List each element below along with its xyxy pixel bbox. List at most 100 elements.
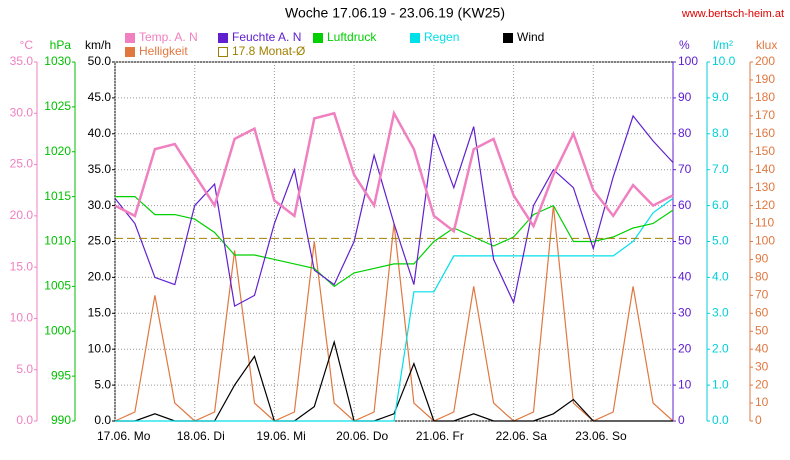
- legend-label: Temp. A. N: [139, 30, 198, 44]
- y-tick-label: 20.0: [88, 270, 112, 284]
- y-tick-label: 80: [755, 270, 769, 284]
- chart-title: Woche 17.06.19 - 23.06.19 (KW25): [285, 5, 505, 21]
- y-tick-label: 1010: [44, 234, 71, 248]
- series-line: [114, 114, 674, 308]
- y-tick-label: 25.0: [10, 157, 34, 171]
- y-tick-label: 15.0: [10, 259, 34, 273]
- y-tick-label: 0: [678, 413, 685, 427]
- y-tick-label: 180: [755, 90, 775, 104]
- y-tick-label: 70: [755, 288, 769, 302]
- y-tick-label: 170: [755, 108, 775, 122]
- legend-label: 17.8 Monat-Ø: [232, 44, 305, 58]
- legend-swatch: [218, 33, 228, 43]
- y-tick-label: 0: [755, 413, 762, 427]
- y-tick-label: 8.0: [712, 126, 729, 140]
- y-tick-label: 1030: [44, 54, 71, 68]
- y-tick-label: 60: [755, 305, 769, 319]
- y-tick-label: 160: [755, 126, 775, 140]
- y-tick-label: 6.0: [712, 198, 729, 212]
- y-tick-label: 990: [51, 413, 71, 427]
- y-tick-label: 0.0: [16, 413, 33, 427]
- y-tick-label: 30: [755, 359, 769, 373]
- legend-swatch: [410, 33, 420, 43]
- axis-unit: °C: [20, 38, 34, 52]
- legend-label: Helligkeit: [139, 44, 188, 58]
- y-tick-label: 1025: [44, 99, 71, 113]
- y-tick-label: 70: [678, 162, 692, 176]
- y-tick-label: 10: [678, 377, 692, 391]
- y-tick-label: 1.0: [712, 377, 729, 391]
- y-tick-label: 45.0: [88, 90, 112, 104]
- axis-unit: %: [679, 38, 690, 52]
- y-tick-label: 5.0: [16, 362, 33, 376]
- y-tick-label: 100: [755, 234, 775, 248]
- y-tick-label: 25.0: [88, 234, 112, 248]
- y-tick-label: 90: [755, 252, 769, 266]
- legend-swatch: [313, 33, 323, 43]
- y-tick-label: 20: [755, 377, 769, 391]
- y-tick-label: 80: [678, 126, 692, 140]
- y-tick-label: 20.0: [10, 208, 34, 222]
- y-tick-label: 50: [755, 323, 769, 337]
- y-tick-label: 110: [755, 216, 774, 230]
- x-tick-label: 19.06. Mi: [256, 429, 305, 443]
- y-tick-label: 30.0: [10, 105, 34, 119]
- y-tick-label: 40: [678, 270, 692, 284]
- series-line: [114, 109, 674, 234]
- y-tick-label: 190: [755, 72, 775, 86]
- y-tick-label: 7.0: [712, 162, 729, 176]
- y-tick-label: 50.0: [88, 54, 112, 68]
- y-tick-label: 995: [51, 368, 71, 382]
- legend-label: Luftdruck: [327, 30, 377, 44]
- y-tick-label: 35.0: [88, 162, 112, 176]
- y-tick-label: 5.0: [712, 234, 729, 248]
- legend-swatch: [125, 47, 135, 57]
- y-tick-label: 30.0: [88, 198, 112, 212]
- y-tick-label: 20: [678, 341, 692, 355]
- y-tick-label: 5.0: [94, 377, 111, 391]
- y-tick-label: 35.0: [10, 54, 34, 68]
- legend-swatch: [503, 33, 513, 43]
- y-tick-label: 0.0: [94, 413, 111, 427]
- y-tick-label: 90: [678, 90, 692, 104]
- y-tick-label: 9.0: [712, 90, 729, 104]
- y-tick-label: 40.0: [88, 126, 112, 140]
- y-tick-label: 10.0: [10, 311, 34, 325]
- legend-swatch: [218, 47, 228, 57]
- y-tick-label: 200: [755, 54, 775, 68]
- y-tick-label: 3.0: [712, 305, 729, 319]
- axis-unit: km/h: [85, 38, 111, 52]
- axis-unit: l/m²: [713, 38, 733, 52]
- legend-swatch: [125, 33, 135, 43]
- y-tick-label: 150: [755, 144, 775, 158]
- legend-label: Regen: [424, 30, 459, 44]
- x-tick-label: 21.06. Fr: [416, 429, 464, 443]
- x-tick-label: 17.06. Mo: [97, 429, 151, 443]
- x-tick-label: 22.06. Sa: [496, 429, 548, 443]
- y-tick-label: 50: [678, 234, 692, 248]
- x-tick-label: 23.06. So: [575, 429, 627, 443]
- y-tick-label: 40: [755, 341, 769, 355]
- series-line: [115, 196, 674, 288]
- y-tick-label: 60: [678, 198, 692, 212]
- source: www.bertsch-heim.at: [681, 8, 784, 20]
- y-tick-label: 140: [755, 162, 775, 176]
- y-tick-label: 1015: [44, 189, 71, 203]
- x-tick-label: 20.06. Do: [336, 429, 388, 443]
- y-tick-label: 2.0: [712, 341, 729, 355]
- x-tick-label: 18.06. Di: [177, 429, 225, 443]
- axis-unit: klux: [756, 38, 777, 52]
- y-tick-label: 130: [755, 180, 775, 194]
- y-tick-label: 15.0: [88, 305, 112, 319]
- y-tick-label: 4.0: [712, 270, 729, 284]
- y-tick-label: 10.0: [712, 54, 736, 68]
- legend-label: Wind: [517, 30, 544, 44]
- y-tick-label: 1020: [44, 144, 71, 158]
- y-tick-label: 120: [755, 198, 775, 212]
- y-tick-label: 10.0: [88, 341, 112, 355]
- y-tick-label: 1000: [44, 323, 71, 337]
- y-tick-label: 1005: [44, 279, 71, 293]
- axis-unit: hPa: [50, 38, 72, 52]
- series-line: [115, 197, 674, 422]
